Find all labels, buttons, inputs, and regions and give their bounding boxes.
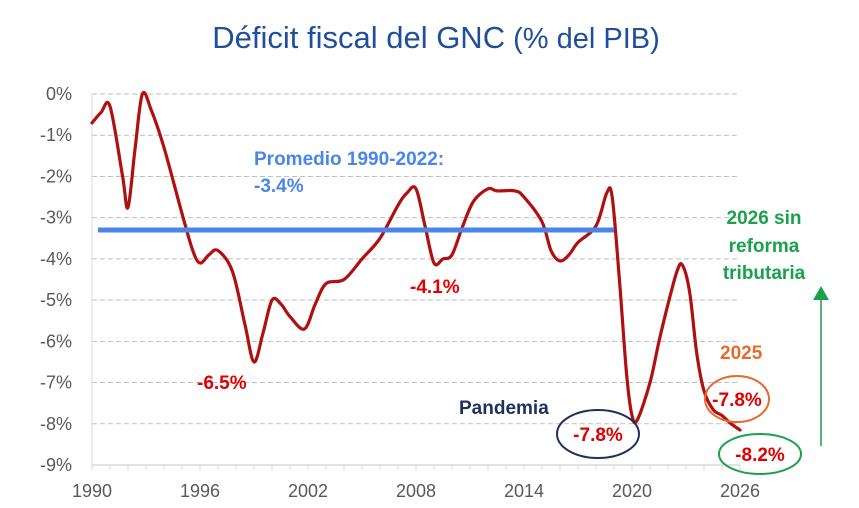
low-2009-label: -4.1% xyxy=(410,277,460,298)
chart-title-main: Déficit fiscal del GNC xyxy=(212,20,505,55)
scenario-label-line3: tributaria xyxy=(723,263,806,284)
y-tick-label: -9% xyxy=(40,455,72,475)
gridlines xyxy=(92,93,740,425)
scenario-label-line1: 2026 sin xyxy=(727,208,802,229)
average-label: Promedio 1990-2022: xyxy=(254,149,444,170)
y-tick-label: -2% xyxy=(40,166,72,186)
year-2025-label: 2025 xyxy=(720,343,763,364)
y-tick-label: 0% xyxy=(46,84,72,104)
y-tick-label: -3% xyxy=(40,208,72,228)
y-tick-label: -4% xyxy=(40,249,72,269)
value-2026-ellipse xyxy=(718,433,802,475)
x-tick-label: 2008 xyxy=(396,481,436,501)
y-tick-label: -6% xyxy=(40,331,72,351)
x-tick-label: 2002 xyxy=(288,481,328,501)
chart-title-unit: (% del PIB) xyxy=(513,23,660,55)
y-tick-label: -5% xyxy=(40,290,72,310)
low-1999-label: -6.5% xyxy=(197,373,247,394)
pandemia-label: Pandemia xyxy=(459,398,549,419)
deficit-line xyxy=(90,90,742,432)
x-tick-label: 1996 xyxy=(180,481,220,501)
value-2025-ellipse xyxy=(704,375,770,423)
x-tick-label: 2020 xyxy=(612,481,652,501)
x-tick-label: 1990 xyxy=(72,481,112,501)
data-series xyxy=(90,90,742,432)
y-tick-label: -7% xyxy=(40,373,72,393)
scenario-arrow-head xyxy=(813,286,829,300)
pandemia-value: -7.8% xyxy=(573,425,623,446)
value-2025: -7.8% xyxy=(712,390,762,411)
y-tick-label: -1% xyxy=(40,125,72,145)
annotations: Promedio 1990-2022: -3.4% -6.5% -4.1% Pandem… xyxy=(197,149,829,475)
scenario-label-line2: reforma xyxy=(729,236,800,257)
y-tick-label: -8% xyxy=(40,414,72,434)
x-tick-label: 2014 xyxy=(504,481,544,501)
pandemia-ellipse xyxy=(556,409,640,459)
x-tick-label: 2026 xyxy=(720,481,760,501)
axes: 0% -1% -2% -3% -4% -5% -6% -7% -8% -9%1990 1996 200… xyxy=(40,84,760,501)
chart-title: Déficit fiscal del GNC (% del PIB) xyxy=(212,20,660,55)
average-value: -3.4% xyxy=(254,176,304,197)
value-2026: -8.2% xyxy=(735,445,785,466)
